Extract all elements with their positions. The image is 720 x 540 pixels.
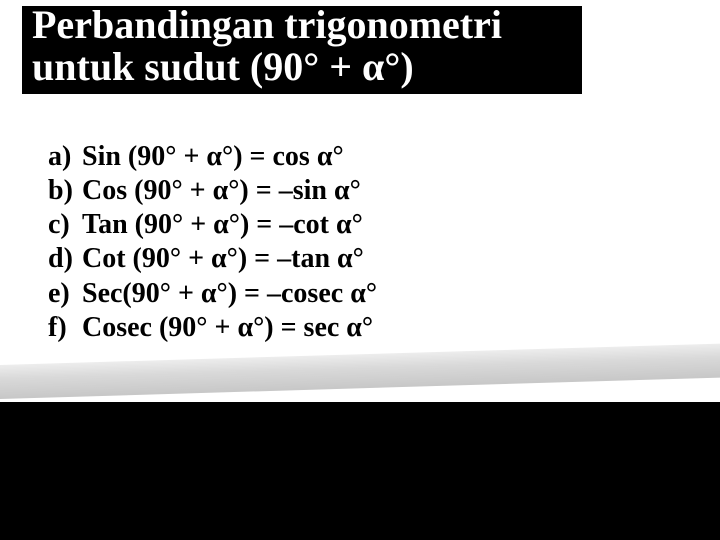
slide-title-block: Perbandingan trigonometri untuk sudut (9… (22, 4, 582, 94)
formula-expr: Sec(90° + α°) = –cosec α° (82, 278, 377, 309)
formula-row: a)Sin (90° + α°) = cos α° (48, 140, 377, 174)
formula-letter: d) (48, 242, 82, 276)
formula-row: f)Cosec (90° + α°) = sec α° (48, 311, 377, 345)
formula-letter: e) (48, 277, 82, 311)
angled-divider (0, 342, 720, 400)
formula-letter: a) (48, 140, 82, 174)
bottom-black-bar (0, 402, 720, 540)
formula-row: c)Tan (90° + α°) = –cot α° (48, 208, 377, 242)
slide-title-line-2: untuk sudut (90° + α°) (32, 46, 572, 88)
formula-expr: Cos (90° + α°) = –sin α° (82, 175, 361, 206)
formula-expr: Cot (90° + α°) = –tan α° (82, 243, 364, 274)
formula-letter: b) (48, 174, 82, 208)
formula-letter: c) (48, 208, 82, 242)
formula-expr: Sin (90° + α°) = cos α° (82, 141, 344, 172)
formula-letter: f) (48, 311, 82, 345)
formula-expr: Cosec (90° + α°) = sec α° (82, 312, 373, 343)
angled-divider-wrap (0, 354, 720, 394)
formula-list: a)Sin (90° + α°) = cos α° b)Cos (90° + α… (48, 140, 377, 345)
formula-row: b)Cos (90° + α°) = –sin α° (48, 174, 377, 208)
formula-expr: Tan (90° + α°) = –cot α° (82, 209, 363, 240)
formula-row: e)Sec(90° + α°) = –cosec α° (48, 277, 377, 311)
formula-row: d)Cot (90° + α°) = –tan α° (48, 242, 377, 276)
slide-title-line-1: Perbandingan trigonometri (32, 4, 572, 46)
title-top-crop (0, 0, 720, 6)
